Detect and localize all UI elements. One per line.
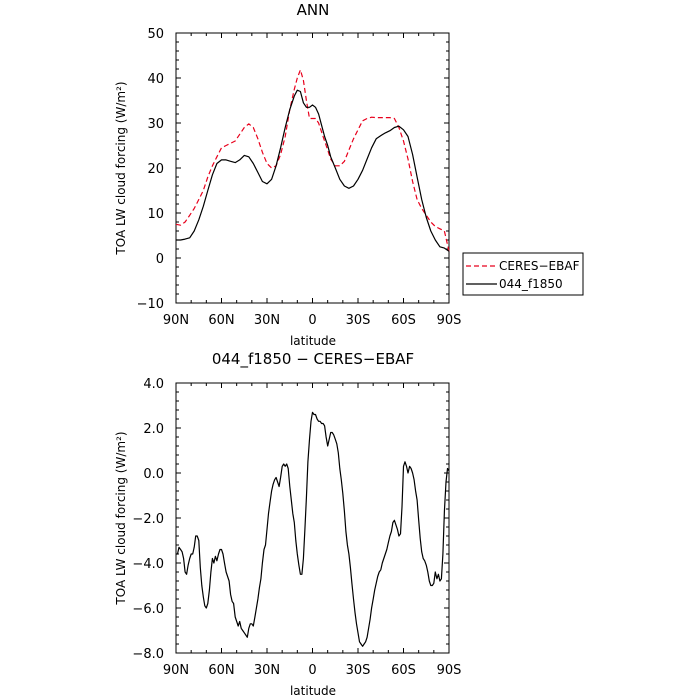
chart-1-series-line-1 bbox=[176, 89, 450, 252]
chart-2-x-tick-label-1: 60N bbox=[208, 663, 234, 678]
chart-1-series-line-0 bbox=[175, 69, 450, 252]
chart-2-y-axis-label: TOA LW cloud forcing (W/m²) bbox=[114, 431, 128, 605]
chart-2-series-group bbox=[176, 411, 450, 647]
legend-label-model: 044_f1850 bbox=[499, 277, 563, 291]
chart-2-ticks: 90N 60N 30N 0 30S 60S 90S −8.0 −6.0 −4.0 −2.0 0.0 2.… bbox=[132, 377, 461, 678]
chart-1-y-tick-label-3: 20 bbox=[147, 162, 164, 177]
chart-1-x-tick-label-0: 90N bbox=[163, 313, 189, 328]
chart-1-y-axis-label: TOA LW cloud forcing (W/m²) bbox=[114, 81, 128, 255]
chart-1-x-axis-label: latitude bbox=[290, 334, 336, 348]
chart-2-y-tick-label-6: 4.0 bbox=[143, 377, 164, 392]
legend-box bbox=[462, 252, 584, 296]
chart-2-y-tick-label-1: −6.0 bbox=[132, 602, 164, 617]
chart-1-title: ANN bbox=[297, 1, 330, 19]
chart-2-x-tick-label-6: 90S bbox=[437, 663, 462, 678]
chart-2-y-tick-label-4: 0.0 bbox=[143, 467, 164, 482]
chart-1-y-tick-label-6: 50 bbox=[147, 27, 164, 42]
chart-2-y-tick-label-0: −8.0 bbox=[132, 647, 164, 662]
chart-1-y-tick-label-2: 10 bbox=[147, 207, 164, 222]
chart-1-x-tick-label-4: 30S bbox=[346, 313, 371, 328]
chart-2: 044_f1850 − CERES−EBAF 90N 60N 30N 0 30S 60S 9… bbox=[114, 350, 461, 698]
chart-1-plot-frame bbox=[175, 32, 450, 304]
chart-1-ticks: 90N 60N 30N 0 30S 60S 90S −10 0 10 20 30 40 50 bbox=[137, 27, 462, 328]
chart-1-x-tick-label-3: 0 bbox=[308, 313, 316, 328]
chart-2-x-tick-label-2: 30N bbox=[254, 663, 280, 678]
chart-2-x-tick-label-0: 90N bbox=[163, 663, 189, 678]
chart-1-y-tick-label-4: 30 bbox=[147, 117, 164, 132]
chart-2-series-line-0 bbox=[176, 411, 450, 647]
chart-1-x-tick-label-6: 90S bbox=[437, 313, 462, 328]
chart-2-title: 044_f1850 − CERES−EBAF bbox=[212, 350, 414, 369]
chart-2-x-tick-label-3: 0 bbox=[308, 663, 316, 678]
chart-1: ANN 90N 60N 30N 0 30S 60S 90S −10 0 10 20 30 40 50 la… bbox=[114, 1, 584, 348]
chart-2-y-tick-label-2: −4.0 bbox=[132, 557, 164, 572]
chart-1-legend: CERES−EBAF 044_f1850 bbox=[462, 252, 584, 296]
chart-2-x-tick-label-5: 60S bbox=[391, 663, 416, 678]
chart-1-x-tick-label-1: 60N bbox=[208, 313, 234, 328]
chart-1-series-group bbox=[175, 69, 450, 252]
chart-1-y-tick-label-0: −10 bbox=[137, 297, 164, 312]
chart-1-y-tick-label-1: 0 bbox=[156, 252, 164, 267]
chart-1-x-tick-label-2: 30N bbox=[254, 313, 280, 328]
chart-2-y-tick-label-5: 2.0 bbox=[143, 422, 164, 437]
chart-1-y-tick-label-5: 40 bbox=[147, 72, 164, 87]
chart-2-plot-frame bbox=[175, 382, 450, 654]
chart-1-x-tick-label-5: 60S bbox=[391, 313, 416, 328]
chart-2-x-tick-label-4: 30S bbox=[346, 663, 371, 678]
chart-2-y-tick-label-3: −2.0 bbox=[132, 512, 164, 527]
legend-label-ceres: CERES−EBAF bbox=[499, 259, 580, 273]
chart-2-x-axis-label: latitude bbox=[290, 684, 336, 698]
